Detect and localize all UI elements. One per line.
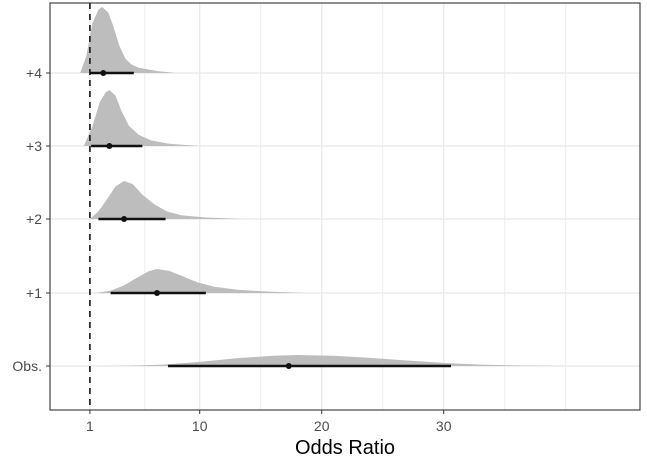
point-estimate [154, 290, 160, 296]
point-estimate [100, 70, 107, 76]
density-ridge [89, 181, 243, 219]
density-ridge [96, 269, 304, 293]
point-estimate [121, 216, 128, 222]
density-layer [80, 7, 566, 366]
density-ridge [83, 90, 200, 146]
y-tick-label: +1 [26, 285, 42, 301]
x-tick-label: 10 [192, 418, 208, 434]
panel-border [49, 2, 641, 411]
point-estimate [106, 143, 113, 149]
density-ridge [102, 355, 566, 366]
y-tick-label: Obs. [12, 358, 42, 374]
point-estimate [285, 363, 292, 369]
y-tick-label: +2 [26, 211, 42, 227]
density-ridge [80, 7, 176, 73]
x-tick-label: 20 [314, 418, 330, 434]
interval-layer [89, 70, 452, 369]
x-axis-title: Odds Ratio [295, 437, 395, 459]
y-tick-label: +4 [26, 65, 42, 81]
y-tick-label: +3 [26, 138, 42, 154]
tick-layer: +4 +3 +2 +1 Obs. 1 10 20 30 [12, 65, 451, 434]
x-tick-label: 30 [436, 418, 452, 434]
x-tick-label: 1 [86, 418, 94, 434]
